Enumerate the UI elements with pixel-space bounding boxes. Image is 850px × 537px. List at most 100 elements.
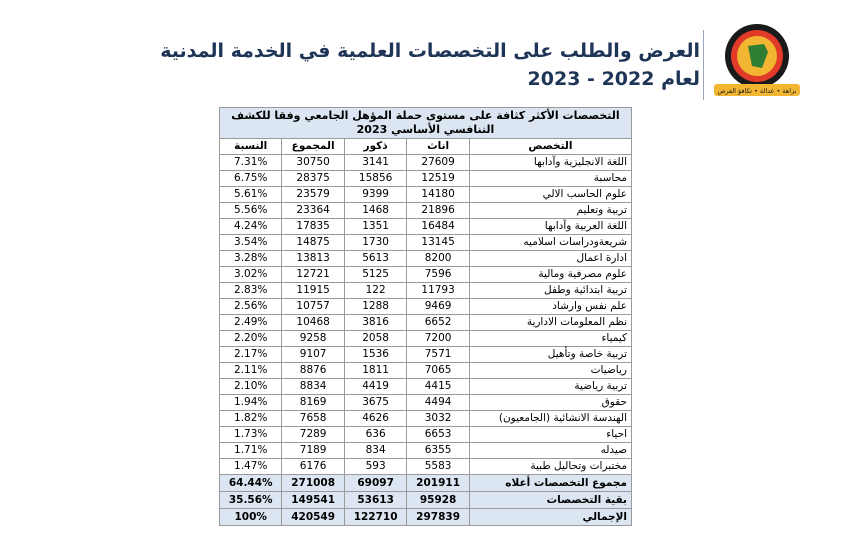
cell: 9107: [281, 346, 345, 363]
cell: 2.20%: [218, 330, 283, 347]
footer-cell: الإجمالي: [468, 508, 633, 526]
cell: 3675: [343, 394, 408, 411]
column-header: اناث: [406, 138, 470, 155]
cell: 2.49%: [218, 314, 283, 331]
cell: 1.82%: [218, 410, 283, 427]
cell: صيدله: [468, 442, 633, 459]
cell: مختبرات وتحاليل طبية: [468, 458, 633, 475]
caption-row: التخصصات الأكثر كثافة على مستوى حملة الم…: [219, 107, 632, 139]
cell: 5125: [343, 266, 408, 283]
cell: 5583: [406, 458, 470, 475]
cell: 21896: [406, 202, 470, 219]
cell: اللغة الانجليزية وآدابها: [468, 154, 633, 171]
cell: 9469: [406, 298, 470, 315]
cell: 4419: [343, 378, 408, 395]
footer-cell: بقية التخصصات: [468, 491, 633, 509]
cell: كيمياء: [468, 330, 633, 347]
cell: 834: [343, 442, 408, 459]
cell: 10757: [281, 298, 345, 315]
cell: 6653: [406, 426, 470, 443]
cell: 1.47%: [218, 458, 283, 475]
table-row: محاسبة 12519 15856 28375 6.75%: [218, 170, 633, 187]
cell: 10468: [281, 314, 345, 331]
column-header: المجموع: [281, 138, 345, 155]
cell: 636: [343, 426, 408, 443]
cell: 7200: [406, 330, 470, 347]
cell: 8834: [281, 378, 345, 395]
cell: 3.28%: [218, 250, 283, 267]
cell: تربية وتعليم: [468, 202, 633, 219]
cell: علم نفس وارشاد: [468, 298, 633, 315]
footer-cell: 149541: [281, 491, 345, 509]
cell: 3.54%: [218, 234, 283, 251]
cell: 7596: [406, 266, 470, 283]
table-row: تربية ابتدائية وطفل 11793 122 11915 2.83%: [218, 282, 633, 299]
column-header: التخصص: [468, 138, 633, 155]
cell: 1288: [343, 298, 408, 315]
table-row: الهندسة الانشائية (الجامعيون) 3032 4626 765…: [218, 410, 633, 427]
cell: 8169: [281, 394, 345, 411]
table-row: مختبرات وتحاليل طبية 5583 593 6176 1.47%: [218, 458, 633, 475]
cell: 14180: [406, 186, 470, 203]
cell: 16484: [406, 218, 470, 235]
footer-cell: 95928: [406, 491, 470, 509]
logo-ribbon: [714, 84, 800, 96]
cell: 2.11%: [218, 362, 283, 379]
table-row: صيدله 6355 834 7189 1.71%: [218, 442, 633, 459]
cell: 8876: [281, 362, 345, 379]
cell: الهندسة الانشائية (الجامعيون): [468, 410, 633, 427]
cell: 1730: [343, 234, 408, 251]
cell: 3816: [343, 314, 408, 331]
footer-cell: 100%: [218, 508, 283, 526]
logo-motto: نزاهة • عدالة • تكافؤ الفرص: [717, 87, 796, 95]
footer-cell: 53613: [343, 491, 408, 509]
cell: محاسبة: [468, 170, 633, 187]
cell: 6355: [406, 442, 470, 459]
table-row: تربية رياضية 4415 4419 8834 2.10%: [218, 378, 633, 395]
cell: 5.56%: [218, 202, 283, 219]
footer-cell: 122710: [343, 508, 408, 526]
cell: علوم مصرفية ومالية: [468, 266, 633, 283]
cell: 4.24%: [218, 218, 283, 235]
cell: 6652: [406, 314, 470, 331]
cell: 9258: [281, 330, 345, 347]
footer-cell: 69097: [343, 474, 408, 492]
cell: علوم الحاسب الالي: [468, 186, 633, 203]
cell: 4415: [406, 378, 470, 395]
cell: 6.75%: [218, 170, 283, 187]
cell: 9399: [343, 186, 408, 203]
data-table: التخصصات الأكثر كثافة على مستوى حملة الم…: [218, 107, 633, 526]
cell: 1.71%: [218, 442, 283, 459]
cell: 14875: [281, 234, 345, 251]
cell: اللغة العربية وآدابها: [468, 218, 633, 235]
cell: 17835: [281, 218, 345, 235]
table-row: ادارة اعمال 8200 5613 13813 3.28%: [218, 250, 633, 267]
table-row: رياضيات 7065 1811 8876 2.11%: [218, 362, 633, 379]
cell: 1.73%: [218, 426, 283, 443]
cell: تربية خاصة وتأهيل: [468, 346, 633, 363]
cell: 1811: [343, 362, 408, 379]
cell: 30750: [281, 154, 345, 171]
table-row: كيمياء 7200 2058 9258 2.20%: [218, 330, 633, 347]
cell: شريعةودراسات اسلاميه: [468, 234, 633, 251]
cell: 7.31%: [218, 154, 283, 171]
cell: 122: [343, 282, 408, 299]
cell: احياء: [468, 426, 633, 443]
cell: رياضيات: [468, 362, 633, 379]
cell: تربية ابتدائية وطفل: [468, 282, 633, 299]
cell: نظم المعلومات الادارية: [468, 314, 633, 331]
cell: 7189: [281, 442, 345, 459]
table-row: علوم الحاسب الالي 14180 9399 23579 5.61%: [218, 186, 633, 203]
cell: 1.94%: [218, 394, 283, 411]
cell: 3.02%: [218, 266, 283, 283]
cell: حقوق: [468, 394, 633, 411]
footer-cell: 271008: [281, 474, 345, 492]
cell: 8200: [406, 250, 470, 267]
table-row: علوم مصرفية ومالية 7596 5125 12721 3.02%: [218, 266, 633, 283]
table-row: تربية وتعليم 21896 1468 23364 5.56%: [218, 202, 633, 219]
cell: 2.17%: [218, 346, 283, 363]
footer-row: بقية التخصصات 95928 53613 149541 35.56%: [218, 491, 633, 509]
footer-cell: 297839: [406, 508, 470, 526]
cell: 11793: [406, 282, 470, 299]
cell: 2.10%: [218, 378, 283, 395]
